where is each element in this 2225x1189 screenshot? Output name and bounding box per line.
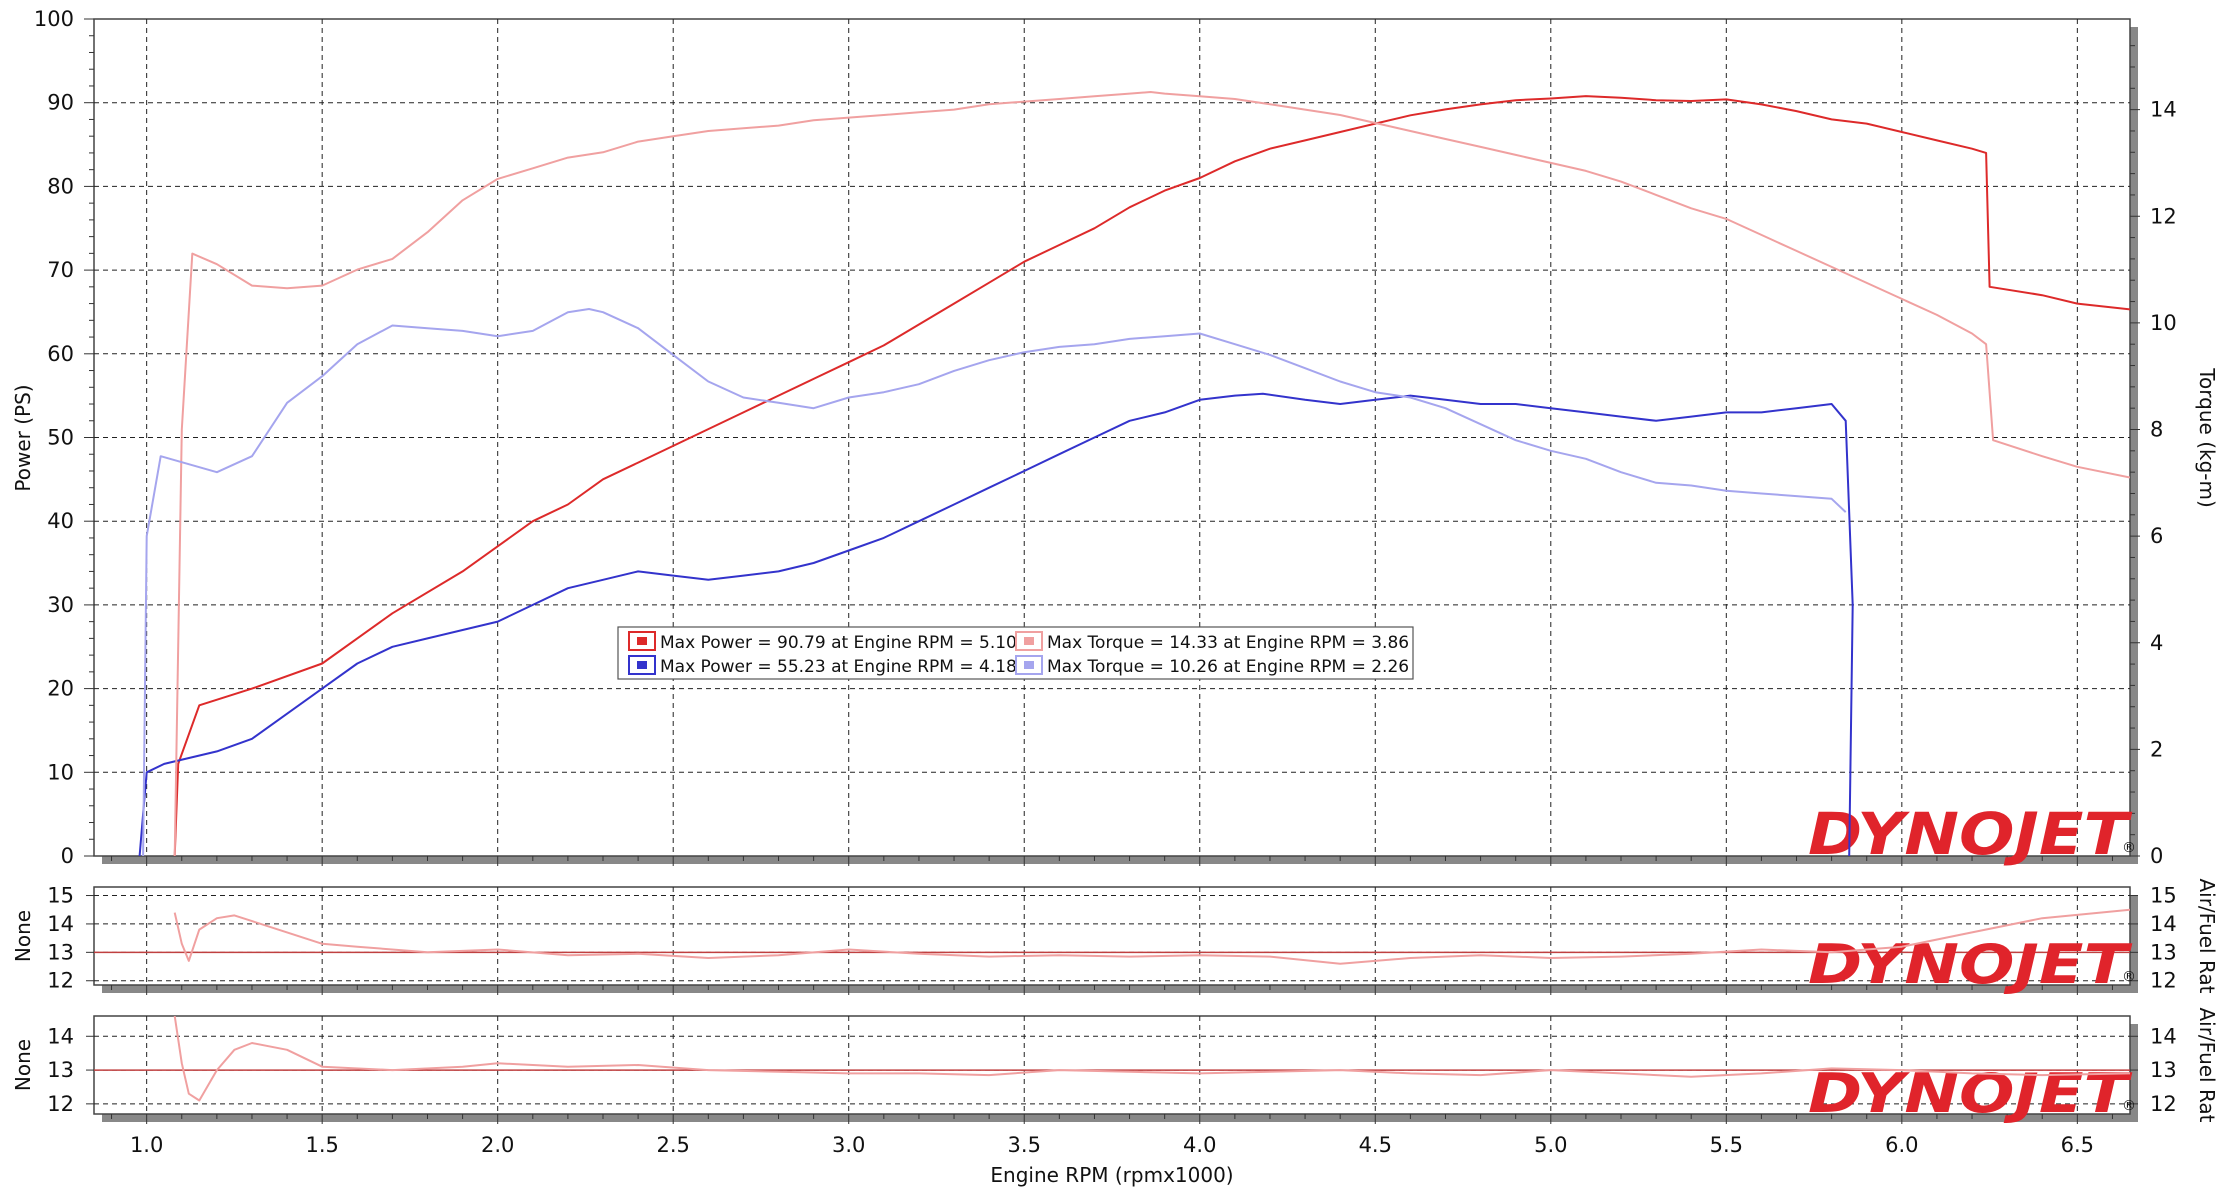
afr2-y2-axis-label: Air/Fuel Rat bbox=[2195, 1007, 2219, 1122]
dynojet-logo-text: DYNOJET bbox=[1808, 933, 2133, 996]
x-tick-label: 6.5 bbox=[2061, 1133, 2094, 1157]
torque-series-1 bbox=[173, 91, 2130, 856]
y-tick-label: 40 bbox=[47, 509, 74, 533]
axis-ticks: 1.0 1.5 2.0 2.5 3.0 3.5 4.0 4.5 5.0 5.5 6.0 6.5 0 10 2… bbox=[34, 7, 2177, 1157]
registered-mark: ® bbox=[2122, 969, 2136, 985]
x-tick-label: 5.5 bbox=[1710, 1133, 1743, 1157]
grid bbox=[94, 19, 2130, 1114]
x-tick-label: 5.0 bbox=[1534, 1133, 1567, 1157]
y2-tick-label: 6 bbox=[2150, 524, 2163, 548]
afr-y-tick-label: 13 bbox=[47, 940, 74, 964]
afr2-plot-area bbox=[93, 1015, 2131, 1115]
dynojet-logo: DYNOJET® bbox=[1808, 933, 2136, 996]
afr-y-tick-label: 14 bbox=[47, 912, 74, 936]
x-tick-label: 3.0 bbox=[832, 1133, 865, 1157]
y-tick-label: 50 bbox=[47, 426, 74, 450]
y-tick-label: 70 bbox=[47, 258, 74, 282]
afr-series bbox=[173, 1016, 2130, 1102]
power-series-1 bbox=[173, 95, 2130, 856]
afr-y-tick-label: 12 bbox=[47, 1092, 74, 1116]
legend: Max Power = 90.79 at Engine RPM = 5.10 M… bbox=[617, 626, 1414, 680]
x-tick-label: 2.5 bbox=[657, 1133, 690, 1157]
afr-y2-tick-label: 14 bbox=[2150, 1024, 2177, 1048]
y2-tick-label: 4 bbox=[2150, 631, 2163, 655]
y-tick-label: 20 bbox=[47, 677, 74, 701]
afr-y-tick-label: 12 bbox=[47, 969, 74, 993]
y2-axis-label-torque: Torque (kg-m) bbox=[2195, 367, 2219, 508]
legend-swatch-dot bbox=[1024, 661, 1034, 669]
legend-swatch-dot bbox=[637, 661, 647, 669]
afr-y-tick-label: 15 bbox=[47, 884, 74, 908]
y2-tick-label: 12 bbox=[2150, 204, 2177, 228]
y-tick-label: 80 bbox=[47, 174, 74, 198]
x-tick-label: 1.0 bbox=[130, 1133, 163, 1157]
afr-y-tick-label: 13 bbox=[47, 1058, 74, 1082]
afr-y2-tick-label: 12 bbox=[2150, 969, 2177, 993]
legend-label: Max Torque = 10.26 at Engine RPM = 2.26 bbox=[1047, 657, 1409, 677]
legend-item-power-1: Max Power = 90.79 at Engine RPM = 5.10 bbox=[628, 631, 1017, 653]
x-tick-label: 4.5 bbox=[1359, 1133, 1392, 1157]
y-tick-label: 0 bbox=[61, 844, 74, 868]
y-axis-label-power: Power (PS) bbox=[11, 384, 35, 491]
y-tick-label: 60 bbox=[47, 342, 74, 366]
registered-mark: ® bbox=[2122, 840, 2136, 856]
afr1-plot-area bbox=[93, 886, 2131, 986]
legend-label: Max Power = 90.79 at Engine RPM = 5.10 bbox=[660, 633, 1017, 653]
x-tick-label: 4.0 bbox=[1183, 1133, 1216, 1157]
dynojet-logos: DYNOJET®DYNOJET®DYNOJET® bbox=[1808, 800, 2136, 1125]
x-tick-label: 6.0 bbox=[1885, 1133, 1918, 1157]
y2-tick-label: 14 bbox=[2150, 98, 2177, 122]
y-tick-label: 10 bbox=[47, 760, 74, 784]
afr-y2-tick-label: 13 bbox=[2150, 1058, 2177, 1082]
y-tick-label: 90 bbox=[47, 91, 74, 115]
dynojet-logo: DYNOJET® bbox=[1808, 800, 2136, 868]
x-axis-label: Engine RPM (rpmx1000) bbox=[990, 1163, 1233, 1187]
afr2-y-axis-label: None bbox=[11, 1039, 35, 1091]
legend-item-torque-1: Max Torque = 14.33 at Engine RPM = 3.86 bbox=[1015, 631, 1409, 653]
y2-tick-label: 2 bbox=[2150, 737, 2163, 761]
afr1-y-axis-label: None bbox=[11, 910, 35, 962]
y-tick-label: 30 bbox=[47, 593, 74, 617]
legend-swatch-dot bbox=[1024, 637, 1034, 645]
y2-tick-label: 0 bbox=[2150, 844, 2163, 868]
x-tick-label: 1.5 bbox=[305, 1133, 338, 1157]
dynojet-logo: DYNOJET® bbox=[1808, 1062, 2136, 1125]
x-tick-label: 3.5 bbox=[1008, 1133, 1041, 1157]
afr-y-tick-label: 14 bbox=[47, 1024, 74, 1048]
power-series-2 bbox=[138, 392, 1854, 856]
afr-series bbox=[173, 908, 2130, 965]
y2-tick-label: 10 bbox=[2150, 311, 2177, 335]
legend-label: Max Torque = 14.33 at Engine RPM = 3.86 bbox=[1047, 633, 1409, 653]
afr-y2-tick-label: 15 bbox=[2150, 884, 2177, 908]
afr-y2-tick-label: 14 bbox=[2150, 912, 2177, 936]
afr1-y2-axis-label: Air/Fuel Rat bbox=[2195, 878, 2219, 993]
y2-tick-label: 8 bbox=[2150, 418, 2163, 442]
legend-item-torque-2: Max Torque = 10.26 at Engine RPM = 2.26 bbox=[1015, 655, 1409, 677]
legend-label: Max Power = 55.23 at Engine RPM = 4.18 bbox=[660, 657, 1017, 677]
afr-y2-tick-label: 12 bbox=[2150, 1092, 2177, 1116]
x-tick-label: 2.0 bbox=[481, 1133, 514, 1157]
legend-swatch-dot bbox=[637, 637, 647, 645]
y-tick-label: 100 bbox=[34, 7, 74, 31]
torque-series-2 bbox=[142, 308, 1847, 856]
dynojet-logo-text: DYNOJET bbox=[1808, 1062, 2133, 1125]
series-lines bbox=[138, 91, 2130, 1102]
legend-item-power-2: Max Power = 55.23 at Engine RPM = 4.18 bbox=[628, 655, 1017, 677]
registered-mark: ® bbox=[2122, 1098, 2136, 1114]
afr-y2-tick-label: 13 bbox=[2150, 940, 2177, 964]
dynojet-logo-text: DYNOJET bbox=[1808, 800, 2133, 868]
